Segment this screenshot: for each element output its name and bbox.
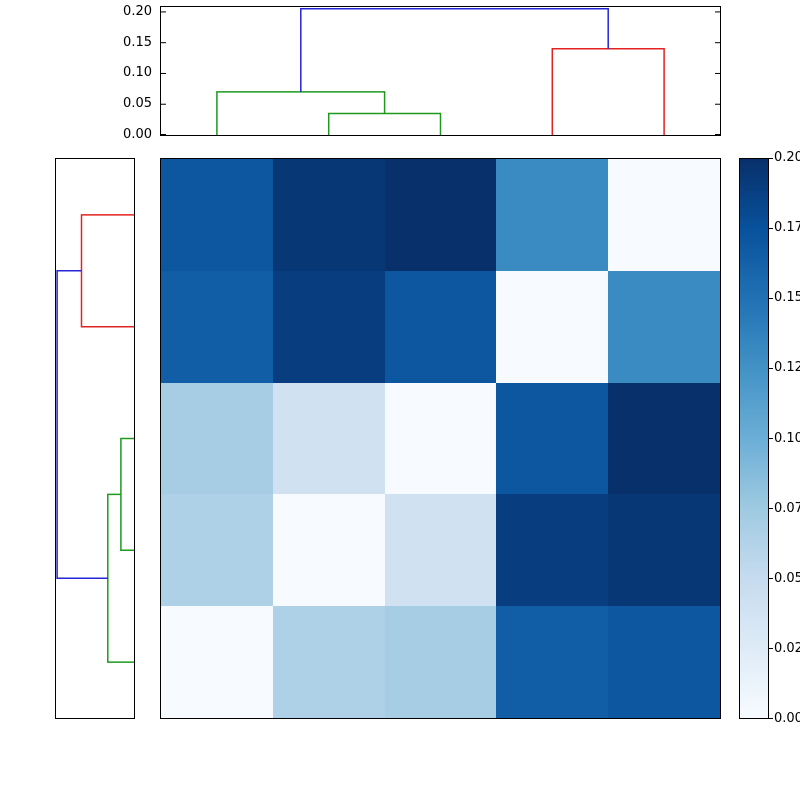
colorbar-tick [769, 718, 773, 719]
colorbar-tick-label: 0.12 [774, 360, 800, 376]
heatmap-cell [384, 606, 497, 718]
colorbar-tick [769, 158, 773, 159]
y-tick-label: 0.20 [123, 3, 152, 19]
colorbar-tick-label: 0.10 [774, 430, 800, 446]
heatmap-cell [496, 159, 609, 271]
heatmap-cell [272, 159, 385, 271]
left-dendrogram [56, 214, 134, 663]
heatmap-cell [161, 382, 273, 495]
heatmap-cell [272, 382, 385, 495]
heatmap-cell [161, 159, 273, 271]
heatmap-cell [384, 270, 497, 383]
heatmap-cell [272, 494, 385, 607]
heatmap-cell [496, 270, 609, 383]
y-tick-label: 0.10 [123, 65, 152, 81]
top-dendrogram [161, 8, 720, 135]
dendrogram-link [551, 48, 665, 135]
colorbar-tick-label: 0.05 [774, 570, 800, 586]
dendrogram-link [327, 112, 442, 135]
heatmap-cell [384, 494, 497, 607]
heatmap-cell [608, 270, 720, 383]
colorbar-tick [769, 578, 773, 580]
colorbar-tick-label: 0.17 [774, 220, 800, 236]
colorbar-tick-label: 0.00 [774, 711, 800, 726]
dendrogram-link [56, 270, 108, 580]
colorbar-tick-label: 0.15 [774, 290, 800, 306]
heatmap-cell [161, 270, 273, 383]
colorbar-ticks [769, 158, 773, 719]
heatmap-cell [608, 494, 720, 607]
dendrogram-link [120, 437, 134, 552]
heatmap-cell [161, 606, 273, 718]
colorbar-tick-label: 0.02 [774, 640, 800, 656]
heatmap [160, 158, 721, 719]
heatmap-cell [496, 494, 609, 607]
colorbar-tick-label: 0.07 [774, 500, 800, 516]
heatmap-cell [384, 159, 497, 271]
colorbar-tick [769, 227, 773, 229]
dendrogram-link [300, 8, 609, 92]
dendrogram-link [107, 493, 134, 663]
heatmap-cell [496, 382, 609, 495]
heatmap-cell [496, 606, 609, 718]
y-tick-label: 0.00 [123, 127, 152, 142]
colorbar-tick-labels: 0.20 0.17 0.15 0.12 0.10 0.07 0.05 0.02 0.00 [774, 150, 800, 726]
colorbar-tick [769, 648, 773, 650]
colorbar [739, 158, 769, 719]
y-tick-label: 0.05 [123, 96, 152, 112]
heatmap-cell [384, 382, 497, 495]
colorbar-tick [769, 297, 773, 299]
heatmap-cell [272, 606, 385, 718]
top-dendrogram-axes [160, 6, 721, 136]
y-tick-label: 0.15 [123, 34, 152, 50]
heatmap-cell [608, 382, 720, 495]
heatmap-cell [608, 606, 720, 718]
heatmap-cell [161, 494, 273, 607]
colorbar-tick [769, 367, 773, 369]
heatmap-cell [608, 159, 720, 271]
top-dendrogram-y-axis: 0.20 0.15 0.10 0.05 0.00 [98, 3, 152, 142]
left-dendrogram-axes [55, 158, 135, 719]
colorbar-tick [769, 438, 773, 439]
dendrogram-link [80, 214, 134, 328]
colorbar-tick-label: 0.20 [774, 150, 800, 165]
colorbar-tick [769, 508, 773, 510]
heatmap-cell [272, 270, 385, 383]
